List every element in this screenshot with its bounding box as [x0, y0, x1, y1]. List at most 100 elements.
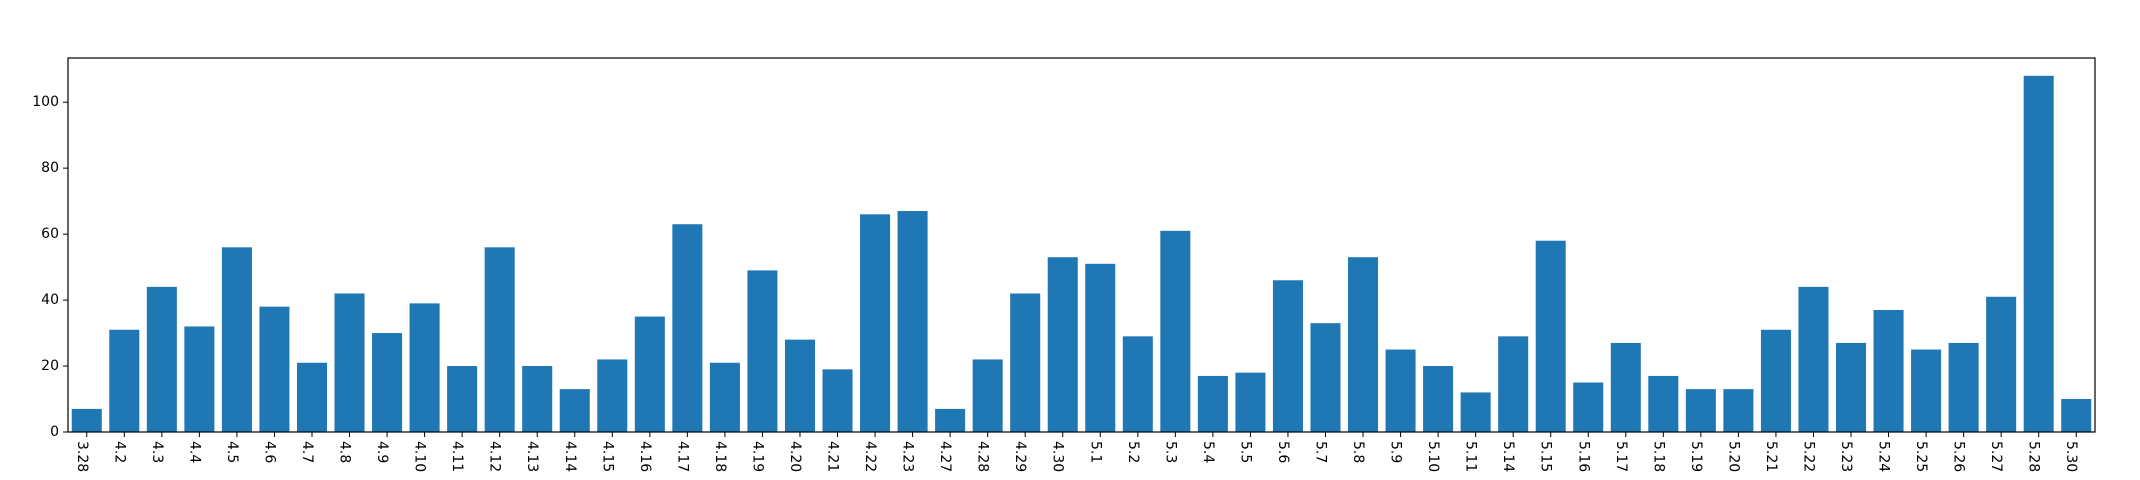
x-tick-label: 4.15: [599, 441, 615, 472]
bar-4.18: [709, 362, 740, 432]
bar-5.7: [1310, 323, 1341, 432]
x-tick-label: 4.10: [412, 441, 428, 472]
x-tick-label: 5.21: [1763, 441, 1779, 472]
bar-5.18: [1648, 375, 1679, 432]
x-tick-label: 4.19: [749, 441, 765, 472]
bar-5.20: [1723, 389, 1754, 432]
x-tick-label: 5.18: [1650, 441, 1666, 472]
bar-4.30: [1047, 257, 1078, 432]
bar-4.27: [935, 408, 966, 432]
bar-4.3: [146, 286, 177, 432]
bar-5.17: [1610, 342, 1641, 432]
bar-5.22: [1798, 286, 1829, 432]
x-tick-label: 5.23: [1838, 441, 1854, 472]
bar-5.14: [1498, 336, 1529, 432]
x-axis: 3.28 4.2 4.3 4.4 4.5 4.6 4.7 4.8 4.9 4.10 4.11 4.12…: [74, 432, 2079, 472]
x-tick-label: 5.19: [1688, 441, 1704, 472]
x-tick-label: 4.9: [374, 441, 390, 463]
x-tick-label: 4.7: [299, 441, 315, 463]
bar-4.23: [897, 211, 928, 432]
bar-4.28: [972, 359, 1003, 432]
bar-5.4: [1197, 375, 1228, 432]
x-tick-label: 4.5: [224, 441, 240, 463]
x-tick-label: 5.27: [1988, 441, 2004, 472]
x-tick-label: 5.6: [1275, 441, 1291, 463]
y-tick-label: 60: [41, 226, 59, 242]
bar-4.9: [372, 333, 403, 432]
bar-5.8: [1348, 257, 1379, 432]
x-tick-label: 5.24: [1876, 441, 1892, 472]
y-axis: 0 20 40 60 80 100: [32, 94, 68, 440]
bar-5.3: [1160, 230, 1191, 432]
bar-4.8: [334, 293, 365, 432]
bar-5.24: [1873, 309, 1904, 432]
bar-4.17: [672, 224, 703, 432]
x-tick-label: 4.17: [674, 441, 690, 472]
x-tick-label: 4.3: [149, 441, 165, 463]
x-tick-label: 4.8: [337, 441, 353, 463]
bar-5.1: [1085, 263, 1116, 432]
bar-3.28: [71, 408, 102, 432]
bar-5.5: [1235, 372, 1266, 432]
x-tick-label: 4.23: [900, 441, 916, 472]
x-tick-label: 4.29: [1012, 441, 1028, 472]
bar-4.7: [296, 362, 328, 432]
bar-5.10: [1423, 366, 1454, 432]
x-tick-label: 4.12: [487, 441, 503, 472]
bar-5.9: [1385, 349, 1416, 432]
x-tick-label: 4.21: [825, 441, 841, 472]
y-tick-label: 80: [41, 160, 59, 176]
x-tick-label: 4.18: [712, 441, 728, 472]
x-tick-label: 5.10: [1425, 441, 1441, 472]
x-tick-label: 4.13: [524, 441, 540, 472]
bar-5.28: [2023, 75, 2054, 433]
bar-4.13: [522, 366, 553, 432]
x-tick-label: 5.4: [1200, 441, 1216, 463]
y-tick-label: 20: [41, 358, 59, 374]
x-tick-label: 5.8: [1350, 441, 1366, 463]
x-tick-label: 5.11: [1463, 441, 1479, 472]
x-tick-label: 4.28: [975, 441, 991, 472]
bar-4.19: [747, 270, 778, 432]
y-tick-label: 100: [32, 94, 59, 110]
bar-5.11: [1460, 392, 1491, 432]
bar-4.10: [409, 303, 440, 432]
x-tick-label: 5.16: [1575, 441, 1591, 472]
bar-5.25: [1911, 349, 1942, 432]
x-tick-label: 5.28: [2026, 441, 2042, 472]
plot-frame: [67, 57, 2096, 433]
bar-5.26: [1948, 342, 1979, 432]
x-tick-label: 5.3: [1162, 441, 1178, 463]
x-tick-label: 3.28: [74, 441, 90, 472]
bar-4.12: [484, 247, 515, 432]
bar-4.16: [634, 316, 665, 432]
x-tick-label: 5.22: [1800, 441, 1816, 472]
bar-5.16: [1573, 382, 1604, 432]
bar-4.4: [184, 326, 215, 432]
x-tick-label: 5.15: [1538, 441, 1554, 472]
bars-layer: [71, 75, 2092, 433]
x-tick-label: 5.30: [2063, 441, 2079, 472]
x-tick-label: 5.2: [1125, 441, 1141, 463]
x-tick-label: 5.20: [1725, 441, 1741, 472]
x-tick-label: 5.7: [1312, 441, 1328, 463]
x-tick-label: 5.9: [1388, 441, 1404, 463]
x-tick-label: 4.11: [449, 441, 465, 472]
bar-4.14: [559, 389, 590, 432]
x-tick-label: 4.22: [862, 441, 878, 472]
bar-5.30: [2061, 399, 2092, 432]
bar-5.2: [1122, 336, 1153, 432]
x-tick-label: 4.2: [111, 441, 127, 463]
bar-4.2: [109, 329, 140, 432]
x-tick-label: 4.4: [186, 441, 202, 463]
bar-4.20: [784, 339, 815, 432]
x-tick-label: 5.26: [1951, 441, 1967, 472]
bar-4.5: [221, 247, 252, 432]
bar-5.21: [1760, 329, 1791, 432]
bar-5.6: [1272, 280, 1303, 432]
bar-4.11: [447, 366, 478, 432]
bar-4.21: [822, 369, 853, 432]
y-tick-label: 0: [50, 424, 59, 440]
